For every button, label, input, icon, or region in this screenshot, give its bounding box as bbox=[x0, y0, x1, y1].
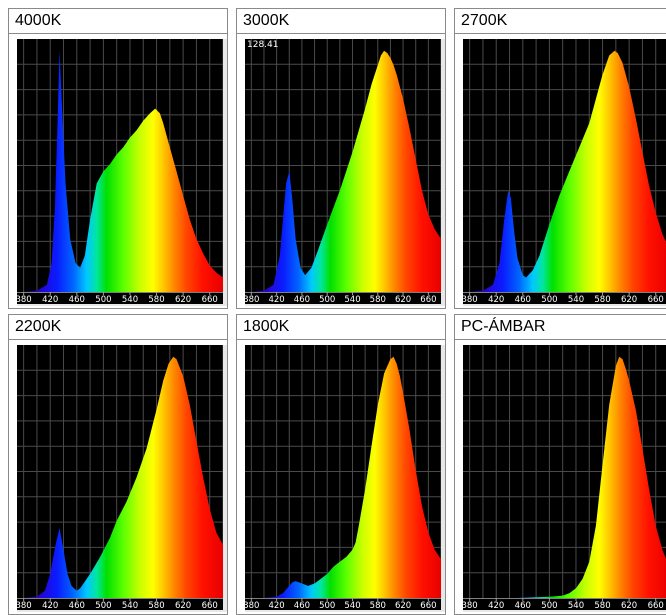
x-tick-label: 460 bbox=[294, 601, 310, 610]
spectrum-chart: 380 420 460 500 540 580 620 660 bbox=[245, 39, 441, 304]
x-tick-label: 540 bbox=[344, 601, 360, 610]
spectrum-area bbox=[17, 356, 223, 598]
panel-1800k: 1800K 380 420 460 500 540 580 620 660 bbox=[236, 314, 446, 615]
x-tick-label: 500 bbox=[95, 295, 111, 304]
x-tick-label: 460 bbox=[515, 295, 531, 304]
x-tick-label: 580 bbox=[594, 295, 610, 304]
panel-title: PC-ÁMBAR bbox=[461, 318, 546, 335]
x-tick-label: 540 bbox=[568, 295, 584, 304]
spectrum-plot: 380 420 460 500 540 580 620 660 bbox=[17, 345, 227, 612]
panel-pc-ambar: PC-ÁMBAR 380 420 460 500 540 580 620 660 bbox=[454, 314, 666, 615]
x-tick-label: 460 bbox=[69, 295, 85, 304]
x-tick-label: 660 bbox=[202, 601, 218, 610]
x-tick-label: 500 bbox=[319, 295, 335, 304]
spectrum-chart: 380 420 460 500 540 580 620 660 bbox=[17, 39, 223, 304]
x-tick-label: 380 bbox=[463, 601, 478, 610]
x-tick-label: 420 bbox=[268, 601, 284, 610]
title-divider bbox=[9, 339, 227, 340]
spectrum-chart: 380 420 460 500 540 580 620 660 bbox=[245, 345, 441, 610]
x-tick-label: 620 bbox=[621, 295, 637, 304]
x-tick-label: 620 bbox=[621, 601, 637, 610]
x-tick-label: 540 bbox=[568, 601, 584, 610]
spectrum-plot: 380 420 460 500 540 580 620 660 bbox=[463, 345, 666, 612]
title-divider bbox=[237, 33, 445, 34]
x-tick-label: 500 bbox=[541, 601, 557, 610]
x-tick-label: 660 bbox=[648, 601, 664, 610]
spectrum-plot: 380 420 460 500 540 580 620 660 bbox=[245, 345, 445, 612]
panel-2200k: 2200K 380 420 460 500 540 580 620 660 bbox=[8, 314, 228, 615]
spectrum-chart: 380 420 460 500 540 580 620 660 bbox=[463, 39, 666, 304]
x-tick-label: 420 bbox=[488, 295, 504, 304]
x-tick-label: 540 bbox=[122, 601, 138, 610]
x-tick-label: 380 bbox=[17, 295, 32, 304]
spectrum-area bbox=[17, 50, 223, 293]
x-tick-label: 580 bbox=[370, 295, 386, 304]
spectrum-chart: 380 420 460 500 540 580 620 660 bbox=[17, 345, 223, 610]
x-tick-label: 660 bbox=[202, 295, 218, 304]
peak-value-annotation: 128.41 bbox=[247, 40, 279, 50]
panel-title: 1800K bbox=[243, 318, 290, 335]
x-tick-label: 660 bbox=[648, 295, 664, 304]
spectrum-chart: 380 420 460 500 540 580 620 660 bbox=[463, 345, 666, 610]
x-tick-label: 380 bbox=[245, 295, 259, 304]
spectrum-area bbox=[463, 356, 666, 598]
x-tick-label: 620 bbox=[175, 295, 191, 304]
title-divider bbox=[237, 339, 445, 340]
spectrum-area bbox=[245, 50, 441, 293]
x-tick-label: 500 bbox=[95, 601, 111, 610]
x-tick-label: 580 bbox=[594, 601, 610, 610]
spectrum-area bbox=[463, 50, 666, 292]
x-tick-label: 420 bbox=[488, 601, 504, 610]
title-divider bbox=[455, 33, 666, 34]
x-tick-label: 540 bbox=[344, 295, 360, 304]
title-divider bbox=[9, 33, 227, 34]
x-tick-label: 460 bbox=[294, 295, 310, 304]
x-tick-label: 500 bbox=[541, 295, 557, 304]
spectrum-plot: 380 420 460 500 540 580 620 660 bbox=[17, 39, 227, 306]
x-tick-label: 420 bbox=[268, 295, 284, 304]
panel-4000k: 4000K 380 420 460 500 540 580 620 660 bbox=[8, 8, 228, 309]
x-tick-label: 620 bbox=[175, 601, 191, 610]
panel-title: 2700K bbox=[461, 12, 508, 29]
x-tick-label: 380 bbox=[463, 295, 478, 304]
panel-title: 2200K bbox=[15, 318, 62, 335]
spectrum-plot: 380 420 460 500 540 580 620 660 128.41 bbox=[245, 39, 445, 306]
panel-2700k: 2700K 380 420 460 500 540 580 620 660 bbox=[454, 8, 666, 309]
x-tick-label: 380 bbox=[245, 601, 259, 610]
x-tick-label: 460 bbox=[515, 601, 531, 610]
x-tick-label: 660 bbox=[420, 295, 436, 304]
x-tick-label: 660 bbox=[420, 601, 436, 610]
panel-3000k: 3000K 380 420 460 500 540 580 620 660 128.41 bbox=[236, 8, 446, 309]
x-tick-label: 380 bbox=[17, 601, 32, 610]
spectrum-area bbox=[245, 356, 441, 598]
x-tick-label: 500 bbox=[319, 601, 335, 610]
x-tick-label: 620 bbox=[395, 295, 411, 304]
x-tick-label: 420 bbox=[42, 295, 58, 304]
x-tick-label: 460 bbox=[69, 601, 85, 610]
x-tick-label: 420 bbox=[42, 601, 58, 610]
x-tick-label: 540 bbox=[122, 295, 138, 304]
x-tick-label: 580 bbox=[148, 601, 164, 610]
panel-title: 3000K bbox=[243, 12, 290, 29]
spectrum-plot: 380 420 460 500 540 580 620 660 bbox=[463, 39, 666, 306]
x-tick-label: 580 bbox=[370, 601, 386, 610]
x-tick-label: 580 bbox=[148, 295, 164, 304]
title-divider bbox=[455, 339, 666, 340]
x-tick-label: 620 bbox=[395, 601, 411, 610]
panel-title: 4000K bbox=[15, 12, 62, 29]
